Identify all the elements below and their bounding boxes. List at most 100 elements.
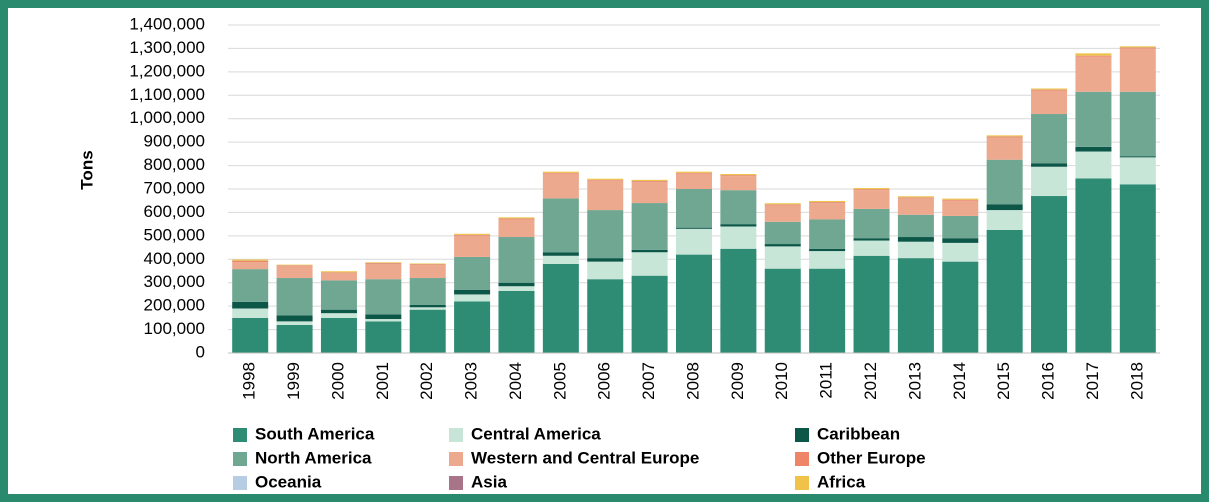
bar-segment: [897, 198, 934, 215]
bar-segment: [498, 290, 535, 353]
bar-segment: [1031, 196, 1068, 353]
bar-segment: [676, 173, 712, 174]
y-tick-label: 600,000: [144, 202, 205, 221]
bar-segment: [1031, 88, 1068, 90]
bar-segment: [631, 181, 668, 204]
bar-segment: [276, 324, 313, 353]
bar-segment: [276, 315, 313, 322]
bar-segment: [1031, 166, 1068, 197]
bar-segment: [853, 238, 890, 241]
bar-segment: [942, 198, 979, 200]
bar-segment: [853, 189, 890, 191]
bar-segment: [454, 233, 491, 235]
bar-segment: [1119, 184, 1156, 353]
bar-segment: [720, 176, 757, 191]
bar-segment: [587, 261, 624, 280]
bar-segment: [409, 307, 446, 310]
y-tick-label: 100,000: [144, 319, 205, 338]
x-tick-label: 1998: [240, 362, 259, 400]
bar-segment: [498, 218, 535, 220]
legend-label: North America: [255, 448, 372, 467]
bar-segment: [676, 227, 712, 229]
bar-segment: [587, 180, 624, 211]
bar-segment: [853, 190, 890, 209]
bar-segment: [320, 313, 357, 318]
bar-segment: [365, 314, 402, 320]
y-axis-label: Tons: [77, 150, 96, 189]
bar-segment: [1119, 91, 1156, 157]
bar-segment: [409, 304, 446, 308]
bar-segment: [809, 219, 846, 249]
bar-segment: [320, 271, 357, 273]
x-tick-label: 2003: [462, 362, 481, 400]
bar-segment: [587, 279, 624, 353]
bar-segment: [365, 263, 402, 264]
bar-segment: [365, 262, 402, 264]
bar-segment: [232, 308, 269, 318]
bar-segment: [542, 263, 579, 353]
bar-segment: [276, 264, 313, 266]
bar-segment: [631, 275, 668, 353]
bar-segment: [986, 136, 1023, 138]
bar-segment: [942, 200, 979, 216]
bar-segment: [409, 278, 446, 305]
y-tick-label: 1,000,000: [129, 108, 205, 127]
legend-label: Caribbean: [817, 424, 900, 443]
x-tick-label: 2011: [817, 362, 836, 399]
y-tick-label: 300,000: [144, 272, 205, 291]
bar-segment: [587, 210, 624, 259]
bar-segment: [897, 258, 934, 353]
bar-segment: [1075, 146, 1112, 152]
legend-swatch: [233, 428, 247, 442]
x-tick-label: 2001: [373, 362, 392, 400]
bar-segment: [764, 244, 801, 247]
bar-segment: [498, 219, 535, 238]
bar-segment: [1119, 157, 1156, 185]
bar-segment: [720, 175, 757, 177]
bar-segment: [232, 317, 269, 353]
bar-segment: [587, 178, 624, 180]
y-tick-label: 1,100,000: [129, 85, 205, 104]
legend-label: Central America: [471, 424, 601, 443]
bar-segment: [276, 321, 313, 325]
y-tick-label: 0: [196, 342, 205, 361]
legend-label: Western and Central Europe: [471, 448, 699, 467]
legend-swatch: [449, 476, 463, 490]
bar-segment: [1075, 55, 1112, 57]
x-tick-label: 2010: [772, 362, 791, 400]
bar-segment: [986, 230, 1023, 353]
bar-segment: [1075, 53, 1112, 56]
legend-swatch: [795, 476, 809, 490]
bar-segment: [809, 251, 846, 269]
bar-segment: [942, 261, 979, 353]
bar-segment: [498, 217, 535, 219]
x-tick-label: 2018: [1127, 362, 1146, 400]
x-tick-label: 2009: [728, 362, 747, 400]
x-tick-label: 2008: [683, 362, 702, 400]
bar-segment: [232, 260, 269, 263]
x-tick-label: 2017: [1083, 362, 1102, 400]
bar-segment: [764, 268, 801, 353]
bar-segment: [1031, 114, 1068, 164]
bar-segment: [365, 319, 402, 322]
bar-segment: [365, 279, 402, 315]
bar-segment: [986, 159, 1023, 205]
bar-segment: [1119, 46, 1156, 48]
x-tick-label: 2015: [994, 362, 1013, 400]
bar-segment: [853, 255, 890, 353]
bar-segment: [320, 272, 357, 274]
bar-segment: [764, 204, 801, 206]
bar-segment: [587, 180, 624, 181]
bar-segment: [942, 215, 979, 239]
bar-segment: [365, 321, 402, 353]
bar-segment: [853, 208, 890, 239]
x-tick-label: 2004: [506, 362, 525, 400]
bar-segment: [542, 173, 579, 199]
bar-segment: [676, 171, 712, 173]
bar-segment: [454, 301, 491, 353]
bar-segment: [542, 173, 579, 174]
bar-segment: [320, 309, 357, 314]
bar-segment: [676, 254, 712, 353]
bar-segment: [454, 256, 491, 290]
x-tick-label: 2006: [595, 362, 614, 400]
